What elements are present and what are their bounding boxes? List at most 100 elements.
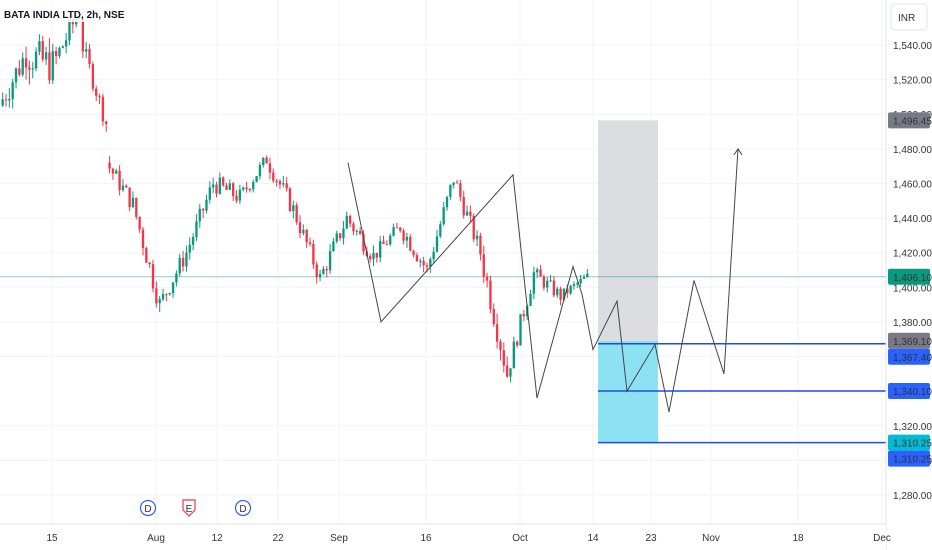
candle-body: [11, 82, 14, 99]
candle-body: [362, 234, 365, 252]
grid-lines: [0, 0, 886, 524]
x-tick-label: 23: [645, 533, 657, 544]
candle-body: [245, 187, 248, 190]
candle-body: [576, 283, 579, 285]
target-zone: [598, 120, 658, 341]
candle-body: [44, 52, 48, 60]
candle-body: [21, 58, 24, 75]
y-tick-label: 1,400.00: [893, 283, 932, 294]
earnings-badge-icon: [182, 499, 196, 517]
dividend-marker[interactable]: D: [139, 499, 157, 517]
candle-body: [61, 46, 64, 48]
candle-body: [382, 241, 385, 245]
candle-body: [91, 64, 95, 89]
projection-arrowhead: [733, 147, 743, 156]
candle-body: [148, 262, 151, 265]
price-tag-label: 1,496.45: [893, 116, 932, 127]
candle-body: [495, 324, 499, 342]
candle-body: [225, 185, 228, 190]
candle-body: [288, 188, 292, 212]
candle-body: [482, 254, 485, 277]
candle-body: [459, 183, 462, 197]
candle-body: [499, 341, 502, 351]
currency-button[interactable]: INR: [890, 3, 928, 31]
candle-body: [34, 51, 38, 69]
candle-body: [222, 177, 225, 186]
candle-body: [582, 277, 586, 279]
candle-body: [258, 165, 262, 177]
candle-body: [395, 227, 399, 229]
candle-body: [462, 196, 465, 216]
price-tag-gray: 1,496.45: [888, 112, 932, 129]
candle-body: [141, 229, 145, 249]
x-tick-label: 12: [211, 533, 223, 544]
y-tick-label: 1,440.00: [893, 214, 932, 225]
y-tick-label: 1,380.00: [893, 318, 932, 329]
x-tick-label: Aug: [147, 533, 165, 544]
dividend-badge-icon: [234, 499, 252, 517]
candle-body: [485, 276, 489, 281]
candle-body: [48, 52, 51, 81]
candle-body: [489, 280, 492, 310]
candle-body: [171, 282, 175, 294]
candle-body: [542, 276, 546, 288]
candle-body: [138, 216, 141, 230]
price-tags: 1,496.45 1,406.10 1,369.10 1,367.40 1,340.10…: [888, 112, 932, 467]
candle-body: [262, 157, 265, 166]
candle-body: [385, 244, 389, 246]
y-tick-label: 1,420.00: [893, 249, 932, 260]
candle-body: [4, 99, 8, 101]
time-axis: 15 Aug 12 22 Sep 16 Oct 14 23 Nov 18 Dec: [46, 533, 890, 544]
candle-body: [101, 96, 105, 122]
candle-body: [98, 95, 101, 97]
candle-body: [419, 260, 422, 262]
dividend-badge-icon: [139, 499, 157, 517]
candle-body: [579, 278, 582, 284]
candle-body: [275, 180, 278, 182]
candle-body: [516, 341, 519, 346]
candle-body: [95, 88, 98, 96]
price-tag-bg: [888, 268, 930, 285]
candle-body: [338, 233, 342, 239]
earnings-marker[interactable]: E: [182, 499, 196, 517]
y-tick-label: 1,540.00: [893, 41, 932, 52]
x-tick-label: 16: [420, 533, 432, 544]
y-tick-label: 1,460.00: [893, 179, 932, 190]
candle-body: [472, 215, 475, 240]
candle-body: [85, 49, 88, 52]
candle-body: [455, 182, 459, 184]
candle-body: [38, 41, 41, 52]
dividend-marker[interactable]: D: [234, 499, 252, 517]
candle-body: [335, 233, 338, 242]
price-tag-blue: 1,367.40: [888, 348, 932, 365]
candle-body: [195, 221, 198, 237]
candle-body: [185, 252, 188, 267]
candle-body: [181, 257, 185, 267]
candle-body: [399, 227, 402, 231]
candle-body: [8, 98, 11, 101]
candle-body: [41, 41, 44, 60]
candle-body: [278, 181, 282, 185]
candle-body: [51, 51, 54, 81]
candle-body: [572, 284, 576, 286]
price-tag-label: 1,310.25: [893, 455, 932, 466]
candle-body: [559, 288, 562, 300]
candle-body: [415, 255, 419, 262]
candle-body: [318, 274, 322, 278]
candle-body: [342, 228, 345, 239]
candle-body: [198, 208, 201, 222]
candle-body: [375, 252, 379, 258]
candlesticks: [1, 9, 589, 383]
x-tick-label: Dec: [873, 533, 891, 544]
candle-body: [539, 269, 542, 277]
support-levels: [0, 276, 886, 444]
price-tag-cyan: 1,310.25: [888, 434, 932, 451]
candle-body: [235, 195, 238, 201]
candle-body: [429, 259, 432, 267]
candle-body: [372, 252, 375, 260]
wave-path: [347, 148, 739, 413]
candle-body: [532, 272, 536, 294]
candle-body: [238, 189, 242, 201]
candle-body: [325, 268, 328, 271]
